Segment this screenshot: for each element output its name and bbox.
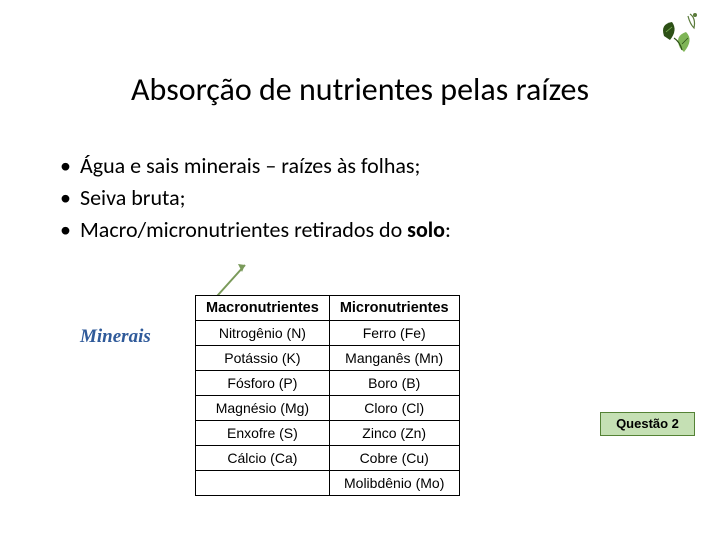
table-cell: Zinco (Zn) [329, 421, 459, 446]
table-cell: Nitrogênio (N) [196, 321, 330, 346]
bullet-tail: : [445, 216, 451, 243]
table-cell: Molibdênio (Mo) [329, 471, 459, 496]
table-row: Molibdênio (Mo) [196, 471, 460, 496]
table-cell: Cálcio (Ca) [196, 446, 330, 471]
table-cell-empty [196, 471, 330, 496]
bullet-bold: solo [407, 216, 445, 243]
table-cell: Cobre (Cu) [329, 446, 459, 471]
bullet-text: Macro/micronutrientes retirados do [80, 216, 407, 243]
slide-title: Absorção de nutrientes pelas raízes [40, 70, 680, 109]
table-cell: Magnésio (Mg) [196, 396, 330, 421]
table-header-row: Macronutrientes Micronutrientes [196, 296, 460, 321]
table-cell: Potássio (K) [196, 346, 330, 371]
table-cell: Cloro (Cl) [329, 396, 459, 421]
table-row: Magnésio (Mg) Cloro (Cl) [196, 396, 460, 421]
table-cell: Fósforo (P) [196, 371, 330, 396]
table-cell: Ferro (Fe) [329, 321, 459, 346]
table-cell: Boro (B) [329, 371, 459, 396]
table-row: Potássio (K) Manganês (Mn) [196, 346, 460, 371]
table-row: Enxofre (S) Zinco (Zn) [196, 421, 460, 446]
table-row: Fósforo (P) Boro (B) [196, 371, 460, 396]
nutrients-table: Macronutrientes Micronutrientes Nitrogên… [195, 295, 460, 496]
table-header: Micronutrientes [329, 296, 459, 321]
bullet-item: Seiva bruta; [60, 182, 680, 214]
bullet-item: Água e sais minerais – raízes às folhas; [60, 150, 680, 182]
bullet-list: Água e sais minerais – raízes às folhas;… [60, 150, 680, 246]
table-row: Cálcio (Ca) Cobre (Cu) [196, 446, 460, 471]
questao-badge: Questão 2 [600, 412, 695, 436]
table-cell: Enxofre (S) [196, 421, 330, 446]
minerais-label: Minerais [80, 326, 151, 348]
bullet-item: Macro/micronutrientes retirados do solo: [60, 214, 680, 246]
table-row: Nitrogênio (N) Ferro (Fe) [196, 321, 460, 346]
table-header: Macronutrientes [196, 296, 330, 321]
table-cell: Manganês (Mn) [329, 346, 459, 371]
leaf-logo [652, 8, 702, 58]
